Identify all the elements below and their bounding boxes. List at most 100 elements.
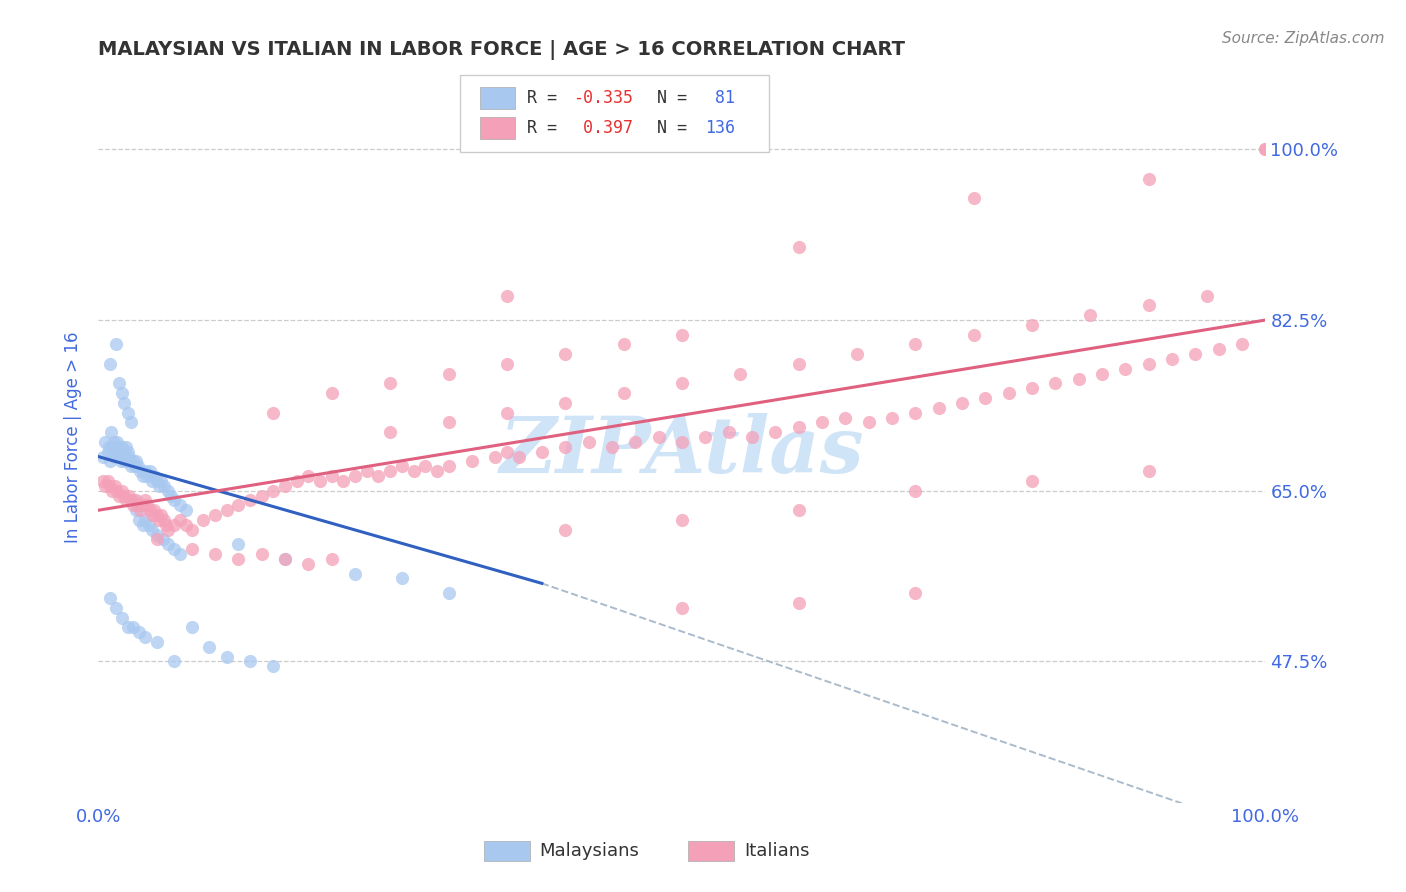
Point [174,503,197,517]
Point [215,503,238,517]
Point [1080,308,1102,322]
Point [1114,361,1136,376]
Point [1137,357,1160,371]
Point [139,464,162,478]
Point [496,406,519,420]
Point [150,508,173,522]
FancyBboxPatch shape [484,841,530,862]
Text: Malaysians: Malaysians [540,842,640,860]
Point [380,464,402,478]
Point [104,337,127,351]
Point [127,499,149,513]
Point [613,386,636,401]
Point [1208,343,1230,357]
Point [262,483,284,498]
Point [250,489,273,503]
Point [117,444,139,458]
Point [111,483,134,498]
Point [1091,367,1114,381]
Point [846,347,869,361]
Point [94,434,117,449]
Point [554,396,576,410]
Point [461,454,484,468]
Point [204,508,226,522]
Point [132,517,155,532]
Point [624,434,647,449]
Point [152,513,174,527]
Point [1021,474,1043,488]
Point [143,469,166,483]
Text: N =: N = [658,120,697,137]
Point [228,552,250,566]
Point [139,503,162,517]
Point [101,440,124,454]
Point [97,444,120,458]
Point [787,596,810,610]
Point [228,499,250,513]
Point [97,440,120,454]
Point [530,444,553,458]
Point [496,288,519,302]
Point [141,508,163,522]
Point [962,327,984,342]
Point [1021,318,1043,332]
Point [834,410,856,425]
Point [98,357,121,371]
Point [508,450,530,464]
Point [717,425,740,440]
Point [104,444,127,458]
Point [858,416,880,430]
Point [1195,288,1218,302]
Point [111,444,134,458]
Point [105,483,128,498]
Point [128,513,150,527]
Point [285,474,308,488]
Point [496,444,519,458]
Point [91,450,114,464]
Point [146,508,169,522]
Point [763,425,786,440]
Point [141,474,163,488]
Point [152,479,174,493]
Point [180,542,202,557]
Point [554,347,576,361]
Text: 136: 136 [706,120,735,137]
Point [671,434,693,449]
Point [880,410,903,425]
Point [309,474,332,488]
Point [157,483,180,498]
Point [98,454,121,468]
FancyBboxPatch shape [688,841,734,862]
Point [600,440,623,454]
Point [1137,298,1160,312]
Point [163,517,186,532]
Point [1021,381,1043,395]
Point [274,552,297,566]
Point [134,493,156,508]
Text: R =: R = [527,120,567,137]
Point [125,503,148,517]
Text: Italians: Italians [744,842,810,860]
Point [402,464,425,478]
Point [787,357,810,371]
Point [928,401,950,415]
Point [134,464,156,478]
Point [204,547,226,561]
Point [496,357,519,371]
Point [98,591,121,605]
Point [111,386,134,401]
Point [115,440,138,454]
Point [180,523,202,537]
Point [950,396,973,410]
Point [100,425,122,440]
Point [132,469,155,483]
Point [112,450,135,464]
Point [146,474,169,488]
Point [1067,371,1090,385]
Point [127,459,149,474]
Point [91,474,114,488]
Point [198,640,221,654]
Point [1137,464,1160,478]
Point [104,450,127,464]
Point [262,659,284,673]
